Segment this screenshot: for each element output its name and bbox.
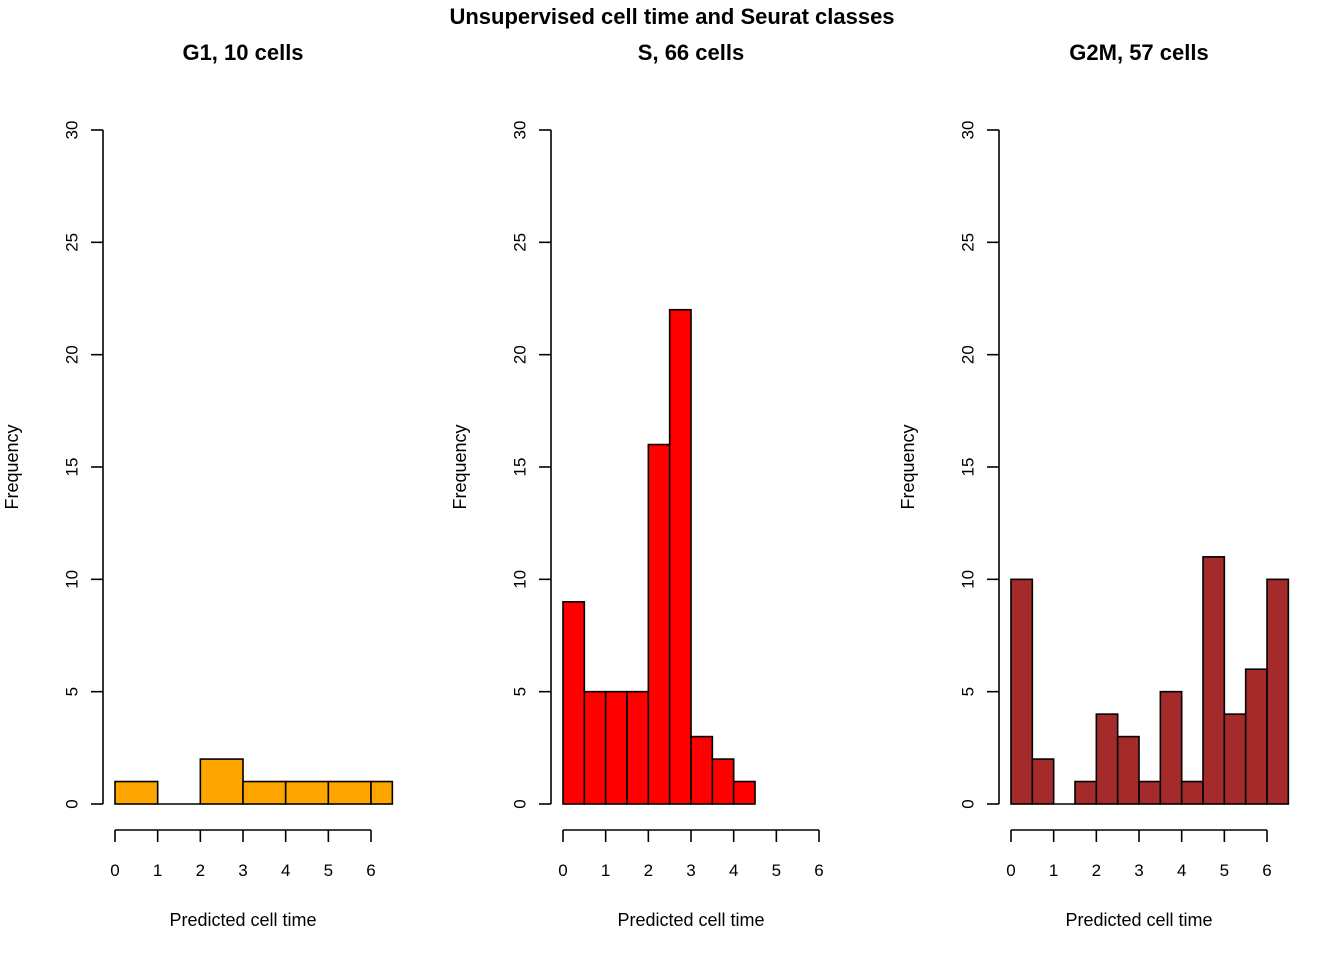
histogram-panel: S, 66 cells 0 5 10 15 20 25 30 Frequency 0 1 2 3 4 5 6 P… <box>450 40 824 930</box>
histogram-bar <box>1159 690 1183 805</box>
x-tick-label: 5 <box>324 861 333 880</box>
x-tick-label: 1 <box>601 861 610 880</box>
x-tick-label: 2 <box>644 861 653 880</box>
histogram-bar <box>199 758 244 805</box>
histogram-bar <box>1095 713 1119 805</box>
x-tick-label: 0 <box>110 861 119 880</box>
x-tick-label: 1 <box>153 861 162 880</box>
y-tick-label: 25 <box>62 233 81 252</box>
y-tick-label: 0 <box>510 799 529 808</box>
x-tick-label: 3 <box>238 861 247 880</box>
y-tick-label: 30 <box>510 121 529 140</box>
y-tick-label: 10 <box>510 570 529 589</box>
y-tick-label: 0 <box>958 799 977 808</box>
figure-title: Unsupervised cell time and Seurat classe… <box>449 4 894 29</box>
histogram-bar <box>1138 780 1162 805</box>
x-tick-label: 4 <box>1177 861 1186 880</box>
histogram-bar <box>732 780 756 805</box>
histogram-bar <box>668 308 692 805</box>
panel-title: G1, 10 cells <box>182 40 303 65</box>
y-tick-label: 5 <box>62 687 81 696</box>
y-tick-label: 5 <box>958 687 977 696</box>
y-axis-label: Frequency <box>450 424 470 509</box>
x-tick-label: 6 <box>1262 861 1271 880</box>
panel-title: S, 66 cells <box>638 40 744 65</box>
histogram-bar <box>604 690 628 805</box>
x-tick-label: 4 <box>729 861 738 880</box>
y-tick-label: 0 <box>62 799 81 808</box>
histogram-bar <box>583 690 607 805</box>
histogram-bar <box>1116 735 1140 805</box>
panel-title: G2M, 57 cells <box>1069 40 1208 65</box>
y-tick-label: 15 <box>958 458 977 477</box>
histogram-bar <box>647 443 671 805</box>
y-tick-label: 20 <box>510 345 529 364</box>
histogram-bar <box>1180 780 1204 805</box>
x-tick-label: 0 <box>1006 861 1015 880</box>
histogram-bar <box>242 780 287 805</box>
histogram-bar <box>327 780 372 805</box>
y-axis-label: Frequency <box>2 424 22 509</box>
y-tick-label: 5 <box>510 687 529 696</box>
y-tick-label: 25 <box>510 233 529 252</box>
y-tick-label: 30 <box>958 121 977 140</box>
x-tick-label: 6 <box>814 861 823 880</box>
x-tick-label: 3 <box>686 861 695 880</box>
histogram-bar <box>626 690 650 805</box>
histogram-bar <box>690 735 714 805</box>
histogram-bar <box>284 780 330 805</box>
x-tick-label: 6 <box>366 861 375 880</box>
histogram-bar <box>711 758 735 805</box>
histogram-bar <box>1244 668 1268 805</box>
x-tick-label: 3 <box>1134 861 1143 880</box>
y-tick-label: 25 <box>958 233 977 252</box>
histogram-bar <box>562 600 586 805</box>
x-tick-label: 0 <box>558 861 567 880</box>
y-axis-label: Frequency <box>898 424 918 509</box>
y-tick-label: 30 <box>62 121 81 140</box>
histogram-panel: G1, 10 cells 0 5 10 15 20 25 30 Frequency 0 1 2 3 4 5 6… <box>2 40 394 930</box>
histogram-bar <box>114 780 159 805</box>
histogram-bar <box>370 780 394 805</box>
x-tick-label: 4 <box>281 861 290 880</box>
x-tick-label: 2 <box>196 861 205 880</box>
histogram-bar <box>1202 556 1226 805</box>
x-tick-label: 1 <box>1049 861 1058 880</box>
histogram-bar <box>1223 713 1247 805</box>
y-tick-label: 10 <box>62 570 81 589</box>
y-tick-label: 10 <box>958 570 977 589</box>
y-tick-label: 20 <box>62 345 81 364</box>
x-axis-label: Predicted cell time <box>1065 910 1212 930</box>
x-tick-label: 2 <box>1092 861 1101 880</box>
x-tick-label: 5 <box>1220 861 1229 880</box>
y-tick-label: 15 <box>510 458 529 477</box>
y-tick-label: 20 <box>958 345 977 364</box>
histogram-bar <box>1266 578 1290 805</box>
y-tick-label: 15 <box>62 458 81 477</box>
histogram-bar <box>1010 578 1034 805</box>
histogram-panel: G2M, 57 cells 0 5 10 15 20 25 30 Frequency 0 1 2 3 4 5… <box>898 40 1290 930</box>
x-tick-label: 5 <box>772 861 781 880</box>
histogram-bar <box>1031 758 1055 805</box>
x-axis-label: Predicted cell time <box>169 910 316 930</box>
x-axis-label: Predicted cell time <box>617 910 764 930</box>
histogram-bar <box>1074 780 1098 805</box>
